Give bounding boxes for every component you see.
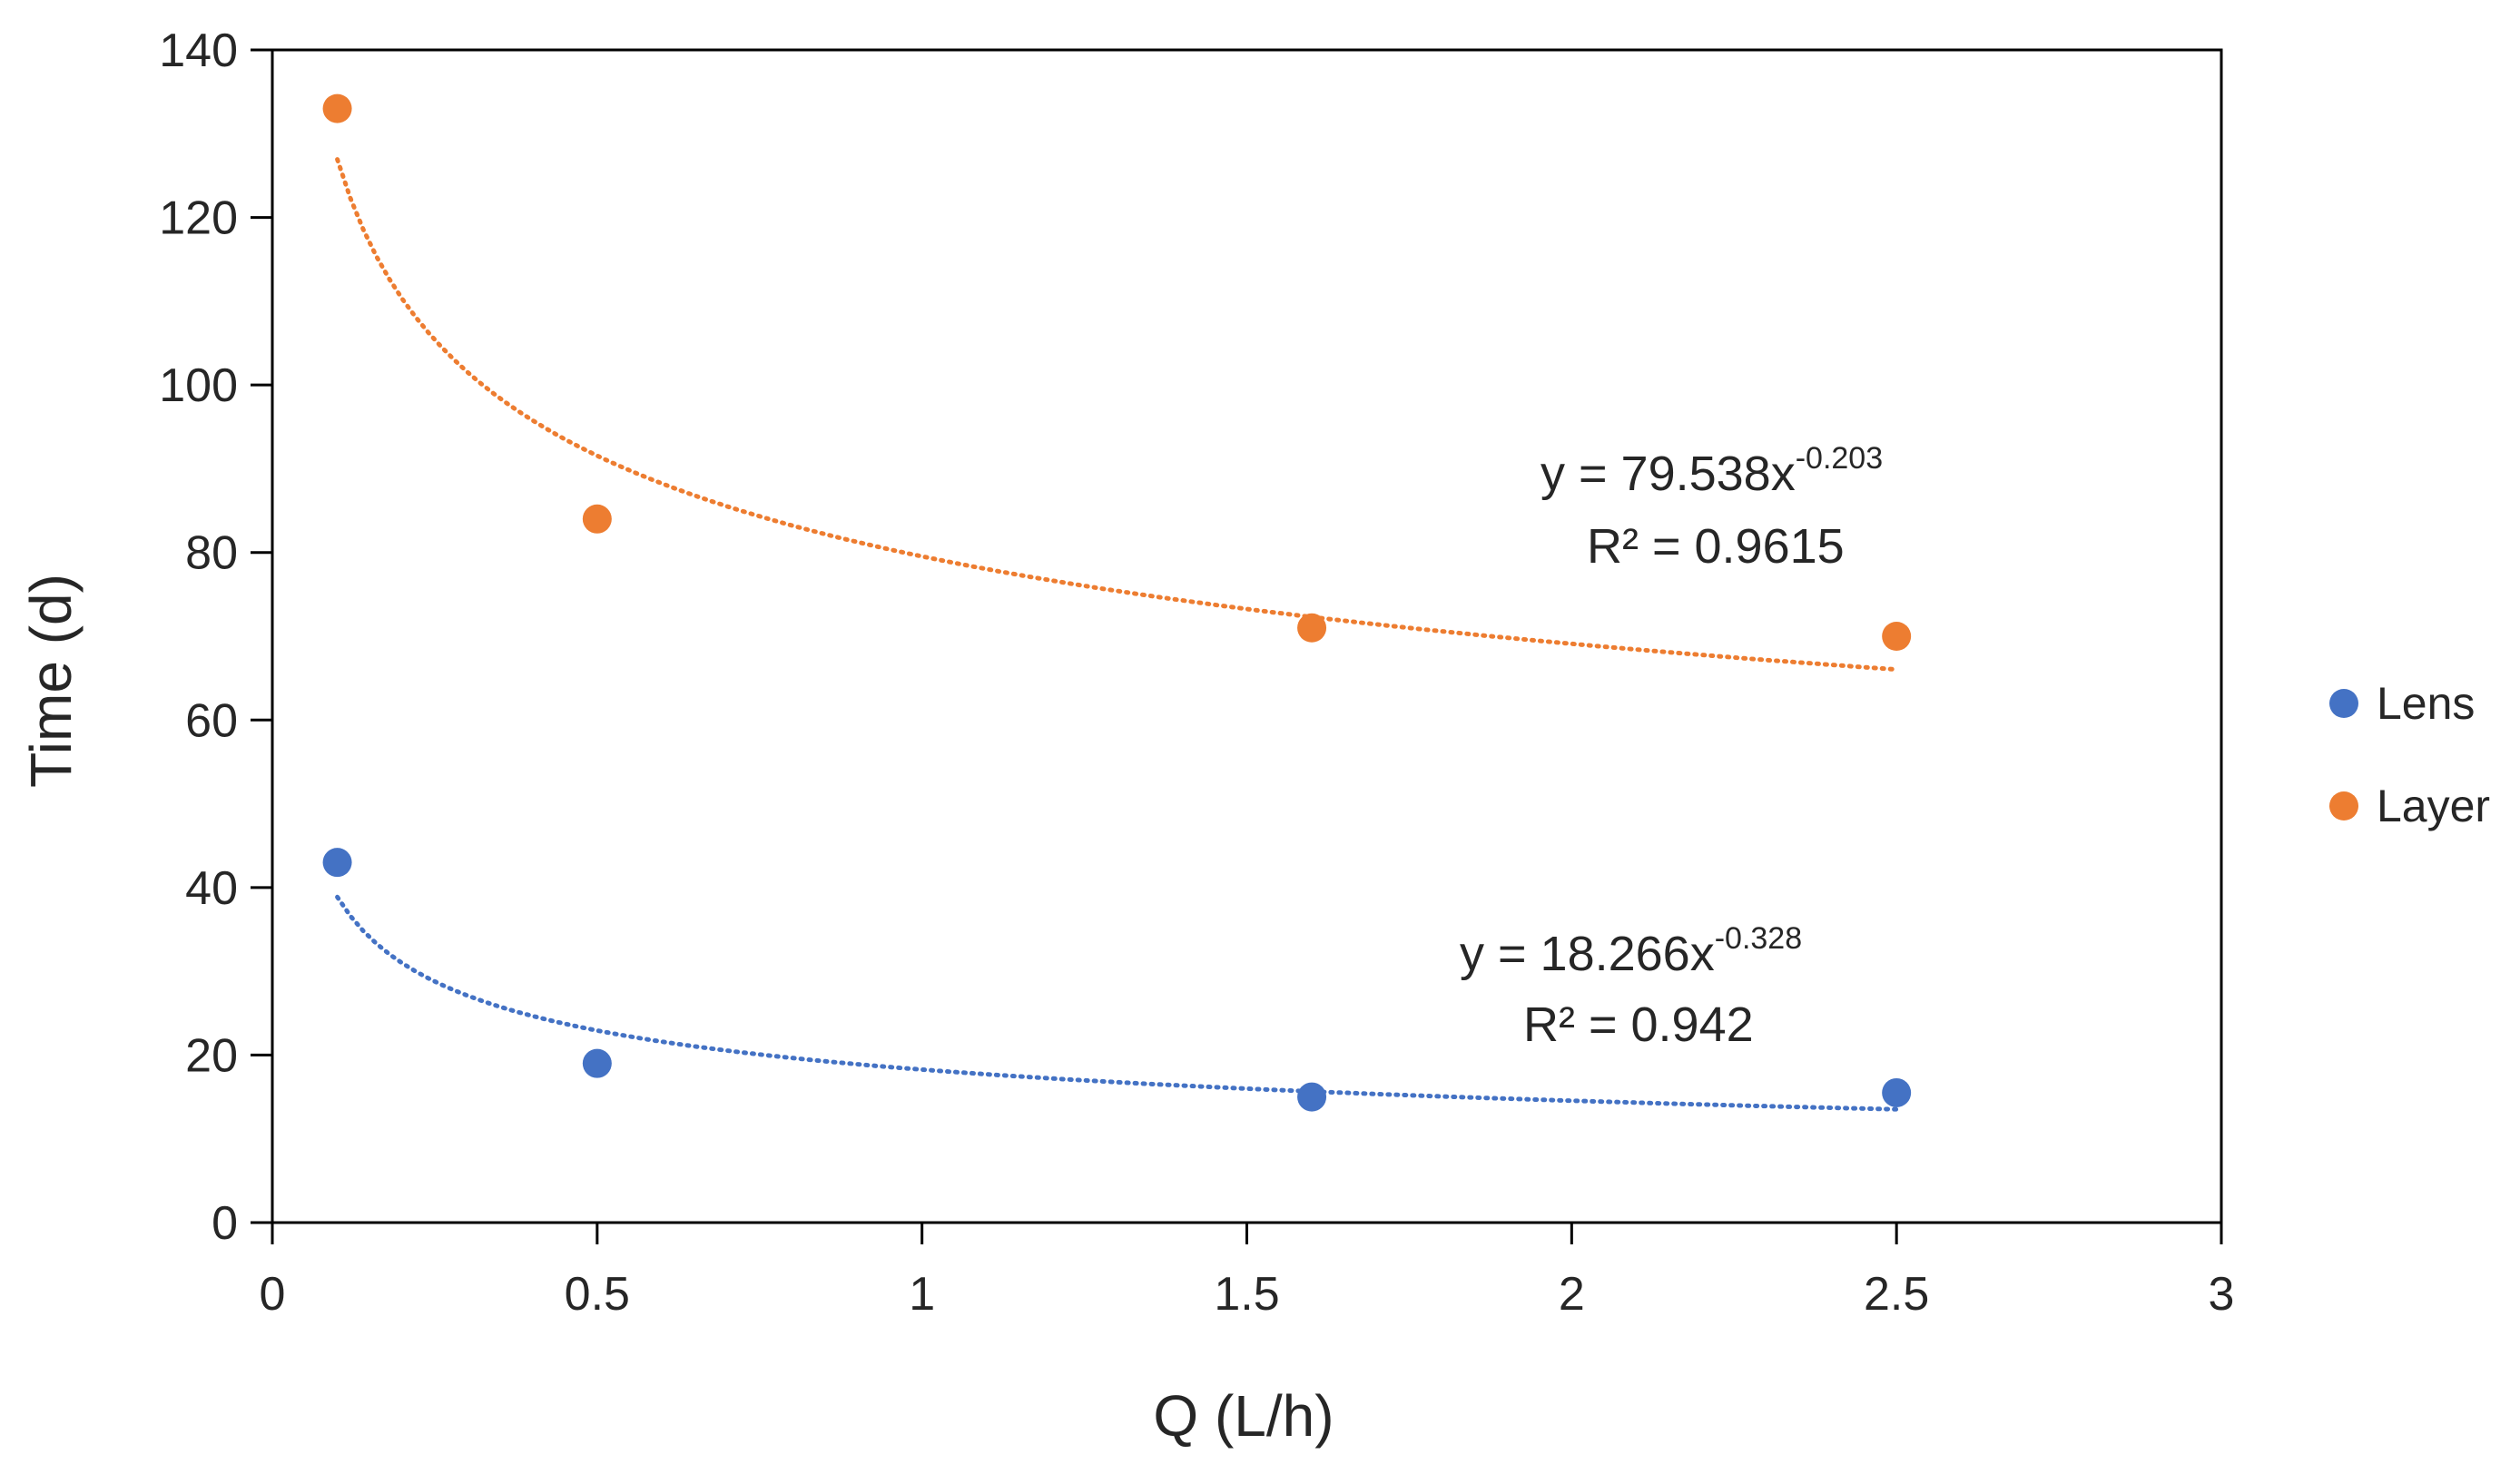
y-tick-label: 100 <box>159 359 238 412</box>
legend-label: Layer <box>2377 781 2490 831</box>
y-tick-label: 60 <box>185 694 238 747</box>
axis-titles: Q (L/h) Time (d) <box>18 574 1334 1449</box>
layer-equation: y = 79.538x-0.203 <box>1541 441 1883 501</box>
x-tick-label: 0 <box>260 1268 286 1321</box>
layer-equation-text: y = 79.538x <box>1541 447 1796 501</box>
y-tick-label: 40 <box>185 862 238 915</box>
layer-point <box>1297 613 1327 643</box>
x-tick-label: 1 <box>909 1268 935 1321</box>
layer-point <box>582 504 612 534</box>
x-axis-title: Q (L/h) <box>1153 1383 1334 1449</box>
plot-area <box>271 48 2223 1224</box>
y-axis-title: Time (d) <box>18 574 84 788</box>
layer-point <box>322 93 352 123</box>
x-tick-label: 1.5 <box>1214 1268 1279 1321</box>
x-tick-label: 2 <box>1559 1268 1585 1321</box>
lens-trendline <box>335 894 1899 1112</box>
layer-r2: R² = 0.9615 <box>1587 519 1845 574</box>
layer-point <box>1882 622 1912 651</box>
x-tick-label: 0.5 <box>565 1268 630 1321</box>
legend-item-lens: Lens <box>2329 678 2475 729</box>
x-tick-label: 2.5 <box>1864 1268 1929 1321</box>
x-tick-label: 3 <box>2209 1268 2235 1321</box>
lens-equation: y = 18.266x-0.328 <box>1460 921 1802 981</box>
layer-trendline <box>335 157 1899 673</box>
data-points <box>322 93 1912 1112</box>
lens-point <box>1882 1077 1912 1107</box>
y-tick-label: 120 <box>159 192 238 245</box>
lens-equation-exponent: -0.328 <box>1715 921 1802 956</box>
lens-r2: R² = 0.942 <box>1523 997 1754 1052</box>
trendline-equations: y = 79.538x-0.203 R² = 0.9615 y = 18.266… <box>1460 441 1883 1052</box>
layer-equation-exponent: -0.203 <box>1796 441 1883 476</box>
trendlines <box>335 157 1899 1112</box>
y-tick-label: 0 <box>212 1197 238 1250</box>
lens-point <box>322 848 352 878</box>
plot-border <box>271 48 2223 1224</box>
legend: Lens Layer <box>2329 678 2490 831</box>
y-tick-label: 20 <box>185 1029 238 1082</box>
y-tick-label: 80 <box>185 527 238 580</box>
legend-item-layer: Layer <box>2329 781 2490 831</box>
lens-equation-text: y = 18.266x <box>1460 927 1715 981</box>
legend-marker <box>2329 689 2358 718</box>
axes: 0 20 40 60 80 100 120 140 0 0.5 1 1.5 2 2.5 3 <box>159 25 2234 1321</box>
legend-marker <box>2329 791 2358 821</box>
legend-label: Lens <box>2377 678 2475 729</box>
lens-point <box>1297 1082 1327 1112</box>
lens-point <box>582 1048 612 1078</box>
y-tick-label: 140 <box>159 25 238 77</box>
